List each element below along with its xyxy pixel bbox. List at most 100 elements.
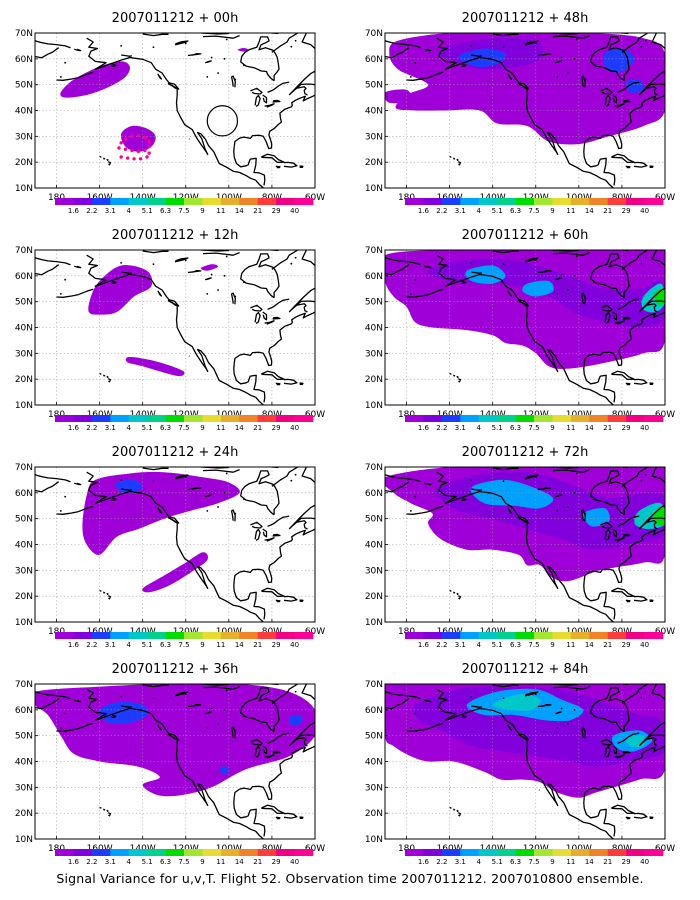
coastline <box>271 684 299 704</box>
island-dot <box>470 696 473 698</box>
y-tick-label: 20N <box>15 592 33 602</box>
island-dot <box>243 281 245 284</box>
coastline <box>590 253 630 299</box>
colorbar-label: 14 <box>235 858 244 866</box>
observation-point <box>147 151 151 155</box>
colorbar-swatch <box>184 849 203 856</box>
coastline <box>583 528 665 584</box>
coastline <box>452 591 456 594</box>
coastline <box>651 250 665 266</box>
observation-point <box>123 147 128 151</box>
coastline <box>254 311 261 324</box>
colorbar-label: 14 <box>585 858 594 866</box>
coastline <box>301 467 315 483</box>
x-tick-label: 60W <box>305 410 325 420</box>
y-tick-label: 60N <box>365 55 383 65</box>
island-dot <box>644 256 647 259</box>
island-dot <box>294 256 297 259</box>
coastline <box>406 71 444 81</box>
y-tick-label: 40N <box>365 107 383 117</box>
colorbar-swatch <box>276 849 295 856</box>
coastline <box>233 745 315 801</box>
coastline <box>651 467 665 483</box>
coastline <box>121 54 133 57</box>
variance-region <box>200 264 219 271</box>
island-dot <box>556 293 559 295</box>
island-dot <box>644 473 647 476</box>
colorbar-label: 2.2 <box>86 424 97 432</box>
colorbar-swatch <box>460 849 480 856</box>
y-tick-label: 40N <box>15 758 33 768</box>
colorbar-swatch <box>570 415 590 422</box>
coastline <box>202 468 240 473</box>
map-panel: 2007011212 + 48h180160W140W120W100W80W60… <box>350 5 680 220</box>
colorbar-label: 40 <box>290 424 299 432</box>
coastline <box>424 265 432 269</box>
map-panel: 2007011212 + 72h180160W140W120W100W80W60… <box>350 439 680 654</box>
island-dot <box>584 295 587 298</box>
colorbar-swatch <box>626 415 645 422</box>
y-tick-label: 60N <box>365 272 383 282</box>
coastline <box>452 157 456 160</box>
colorbar-label: 29 <box>272 207 281 215</box>
coastline <box>590 470 630 516</box>
coastline <box>317 297 331 310</box>
island-dot <box>414 278 417 281</box>
map-panel: 2007011212 + 00h180160W140W120W100W80W60… <box>0 5 330 220</box>
coastline <box>204 60 212 64</box>
colorbar-swatch <box>276 415 295 422</box>
colorbar-label: 4 <box>476 641 481 649</box>
island-dot <box>457 461 459 463</box>
island-dot <box>534 693 537 696</box>
coastline <box>649 382 654 385</box>
panel-title: 2007011212 + 00h <box>112 11 239 26</box>
coastline <box>99 806 102 809</box>
map-panel: 2007011212 + 36h180160W140W120W100W80W60… <box>0 656 330 871</box>
colorbar-label: 3.1 <box>455 424 466 432</box>
coastline <box>142 33 169 37</box>
colorbar-label: 7.5 <box>178 641 189 649</box>
colorbar-swatch <box>91 632 111 639</box>
island-dot <box>184 259 187 262</box>
island-dot <box>560 707 563 710</box>
colorbar-label: 6.3 <box>510 641 521 649</box>
colorbar-label: 5.1 <box>492 641 503 649</box>
coastline <box>471 271 483 274</box>
coastline <box>275 382 281 386</box>
y-tick-label: 20N <box>15 158 33 168</box>
map-svg: 2007011212 + 72h180160W140W120W100W80W60… <box>365 445 675 649</box>
map-panel: 2007011212 + 60h180160W140W120W100W80W60… <box>350 222 680 437</box>
coastline <box>611 587 635 598</box>
island-dot <box>567 723 569 725</box>
colorbar-label: 40 <box>290 207 299 215</box>
colorbar-swatch <box>607 632 627 639</box>
map-svg: 2007011212 + 00h180160W140W120W100W80W60… <box>15 11 325 215</box>
coastline <box>456 158 459 162</box>
coastline <box>638 70 665 96</box>
coastline <box>157 724 163 731</box>
coastline <box>604 745 611 758</box>
y-tick-label: 30N <box>15 783 33 793</box>
coastline <box>301 33 315 49</box>
colorbar-swatch <box>570 632 590 639</box>
island-dot <box>409 293 412 295</box>
map-panel: 2007011212 + 24h180160W140W120W100W80W60… <box>0 439 330 654</box>
colorbar-swatch <box>570 849 590 856</box>
coastline <box>283 378 298 385</box>
coastline <box>385 264 410 276</box>
coastline <box>240 470 280 516</box>
coastline <box>230 292 236 305</box>
coastline <box>649 816 654 819</box>
y-tick-label: 20N <box>15 809 33 819</box>
y-tick-label: 50N <box>365 732 383 742</box>
x-tick-label: 60W <box>655 627 675 637</box>
coastline <box>590 36 630 82</box>
island-dot <box>217 723 219 725</box>
island-dot <box>64 495 67 498</box>
island-dot <box>206 510 209 512</box>
island-dot <box>502 697 505 700</box>
colorbar-swatch <box>405 849 424 856</box>
coastline <box>264 103 275 108</box>
coastline <box>524 40 539 46</box>
coastline <box>233 146 266 186</box>
